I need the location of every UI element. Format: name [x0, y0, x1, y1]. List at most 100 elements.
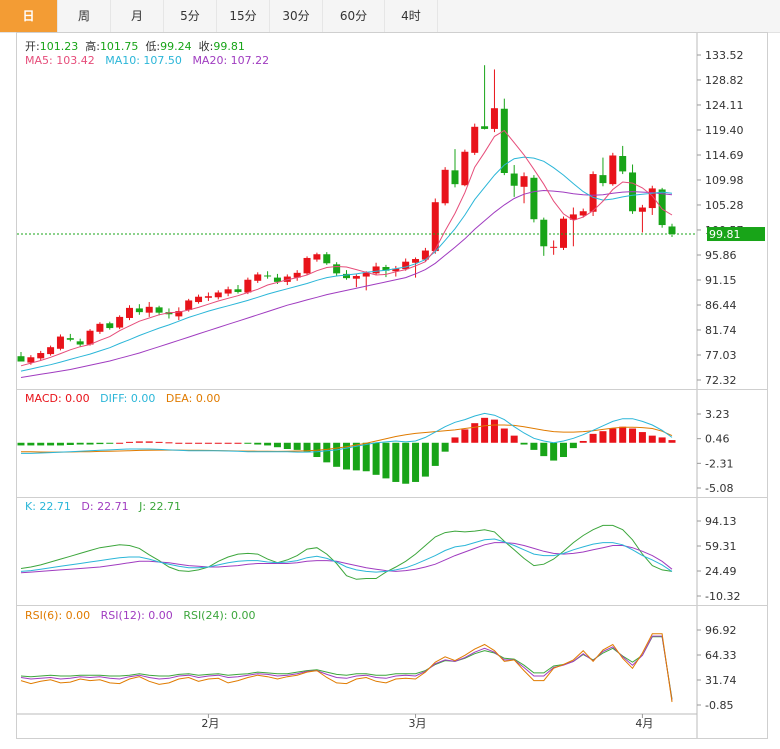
candle-down [451, 170, 459, 185]
high-value: 101.75 [99, 40, 139, 53]
tab-7[interactable]: 4时 [385, 0, 438, 32]
macd-bar-up [224, 442, 232, 444]
candle-up [37, 353, 45, 359]
rsi-chart[interactable]: 96.92 64.33 31.74 -0.85 2月 3月 4月 [17, 606, 767, 738]
macd-bar-down [303, 442, 311, 452]
macd-bar-down [569, 442, 577, 449]
candle-up [589, 174, 597, 212]
macd-bar-down [106, 442, 114, 444]
tab-4[interactable]: 15分 [217, 0, 270, 32]
close-label: 收: [198, 40, 214, 53]
y-tick-label: 77.03 [705, 349, 737, 362]
y-tick-label: 3.23 [705, 408, 730, 421]
candle-up [145, 306, 153, 313]
macd-bar-up [658, 437, 666, 443]
macd-bar-up [175, 442, 183, 444]
y-tick-label: 105.28 [705, 199, 744, 212]
rsi6-line [20, 633, 673, 703]
y-tick-label: 95.86 [705, 249, 737, 262]
candle-down [76, 341, 84, 345]
macd-bar-down [540, 442, 548, 457]
tab-5[interactable]: 30分 [270, 0, 323, 32]
kdj-panel: K: 22.71 D: 22.71 J: 22.71 94.13 59.31 24.… [16, 497, 768, 606]
y-tick-label: -0.85 [705, 699, 733, 712]
price-chart[interactable]: 133.52 128.82 124.11 119.40 114.69 109.98 105.… [17, 33, 767, 389]
candle-up [293, 272, 301, 278]
macd-bar-up [609, 428, 617, 443]
ma5-line [20, 129, 673, 367]
candle-down [273, 277, 281, 282]
candle-up [195, 296, 203, 303]
kdj-chart[interactable]: 94.13 59.31 24.49 -10.32 [17, 498, 767, 605]
candle-up [352, 276, 360, 279]
candle-up [303, 257, 311, 274]
macd-bar-up [589, 433, 597, 443]
macd-bar-down [382, 442, 390, 479]
macd-bar-up [490, 419, 498, 443]
kdj-legend-j: J: 22.71 [139, 500, 182, 513]
tab-1[interactable]: 周 [58, 0, 111, 32]
y-tick-label: 119.40 [705, 124, 744, 137]
price-panel: 开:101.23 高:101.75 低:99.24 收:99.81 MA5: 1… [16, 32, 768, 390]
candle-up [461, 151, 469, 186]
last-price-tag-label: 99.81 [709, 228, 741, 241]
rsi-legend-6: RSI(6): 0.00 [25, 609, 91, 622]
candle-up [471, 126, 479, 153]
macd-bar-up [204, 442, 212, 444]
macd-legend-diff: DIFF: 0.00 [100, 392, 156, 405]
candle-up [550, 246, 558, 248]
candle-up [648, 188, 656, 209]
macd-bar-up [214, 442, 222, 444]
close-value: 99.81 [213, 40, 245, 53]
macd-bar-up [116, 442, 124, 444]
low-label: 低: [145, 40, 161, 53]
macd-bar-down [402, 442, 410, 484]
macd-bar-down [431, 442, 439, 466]
ma20-legend: MA20: 107.22 [192, 54, 270, 67]
macd-bar-up [135, 441, 143, 443]
tab-2[interactable]: 月 [111, 0, 164, 32]
macd-chart[interactable]: 3.23 0.46 -2.31 -5.08 [17, 390, 767, 497]
macd-bar-down [333, 442, 341, 467]
dea-line [20, 424, 673, 453]
y-tick-label: 31.74 [705, 674, 737, 687]
candle-up [244, 279, 252, 293]
candle-up [402, 261, 410, 270]
tab-6[interactable]: 60分 [323, 0, 385, 32]
kdj-j-line [20, 524, 673, 580]
macd-bar-down [372, 442, 380, 475]
candle-up [609, 155, 617, 185]
x-tick-label: 3月 [409, 717, 427, 730]
macd-bar-down [66, 442, 74, 445]
y-tick-label: 24.49 [705, 565, 737, 578]
macd-bar-down [273, 442, 281, 448]
macd-bar-down [560, 442, 567, 458]
y-tick-label: 109.98 [705, 174, 744, 187]
tab-0[interactable]: 日 [0, 0, 58, 32]
macd-bar-up [510, 435, 518, 443]
candle-down [382, 266, 390, 271]
candle-up [214, 292, 222, 298]
macd-bar-down [530, 442, 538, 450]
kdj-legend-d: D: 22.71 [81, 500, 129, 513]
macd-bar-up [165, 442, 173, 444]
candle-up [392, 268, 400, 272]
diff-line [21, 412, 673, 454]
kdj-legend: K: 22.71 D: 22.71 J: 22.71 [25, 500, 181, 513]
rsi-legend-12: RSI(12): 0.00 [100, 609, 173, 622]
tab-3[interactable]: 5分 [164, 0, 217, 32]
macd-panel: MACD: 0.00 DIFF: 0.00 DEA: 0.00 3.23 0.46… [16, 389, 768, 498]
y-tick-label: 133.52 [705, 49, 744, 62]
candle-up [362, 272, 370, 277]
candle-down [540, 219, 548, 247]
ma10-line [20, 156, 673, 372]
macd-bar-up [629, 428, 637, 443]
y-tick-label: 91.15 [705, 274, 737, 287]
y-tick-label: 0.46 [705, 433, 730, 446]
rsi-legend-24: RSI(24): 0.00 [183, 609, 256, 622]
candle-down [619, 156, 627, 172]
macd-bar-down [392, 442, 400, 482]
macd-bar-down [441, 442, 449, 452]
macd-legend: MACD: 0.00 DIFF: 0.00 DEA: 0.00 [25, 392, 220, 405]
macd-bar-up [451, 437, 459, 443]
